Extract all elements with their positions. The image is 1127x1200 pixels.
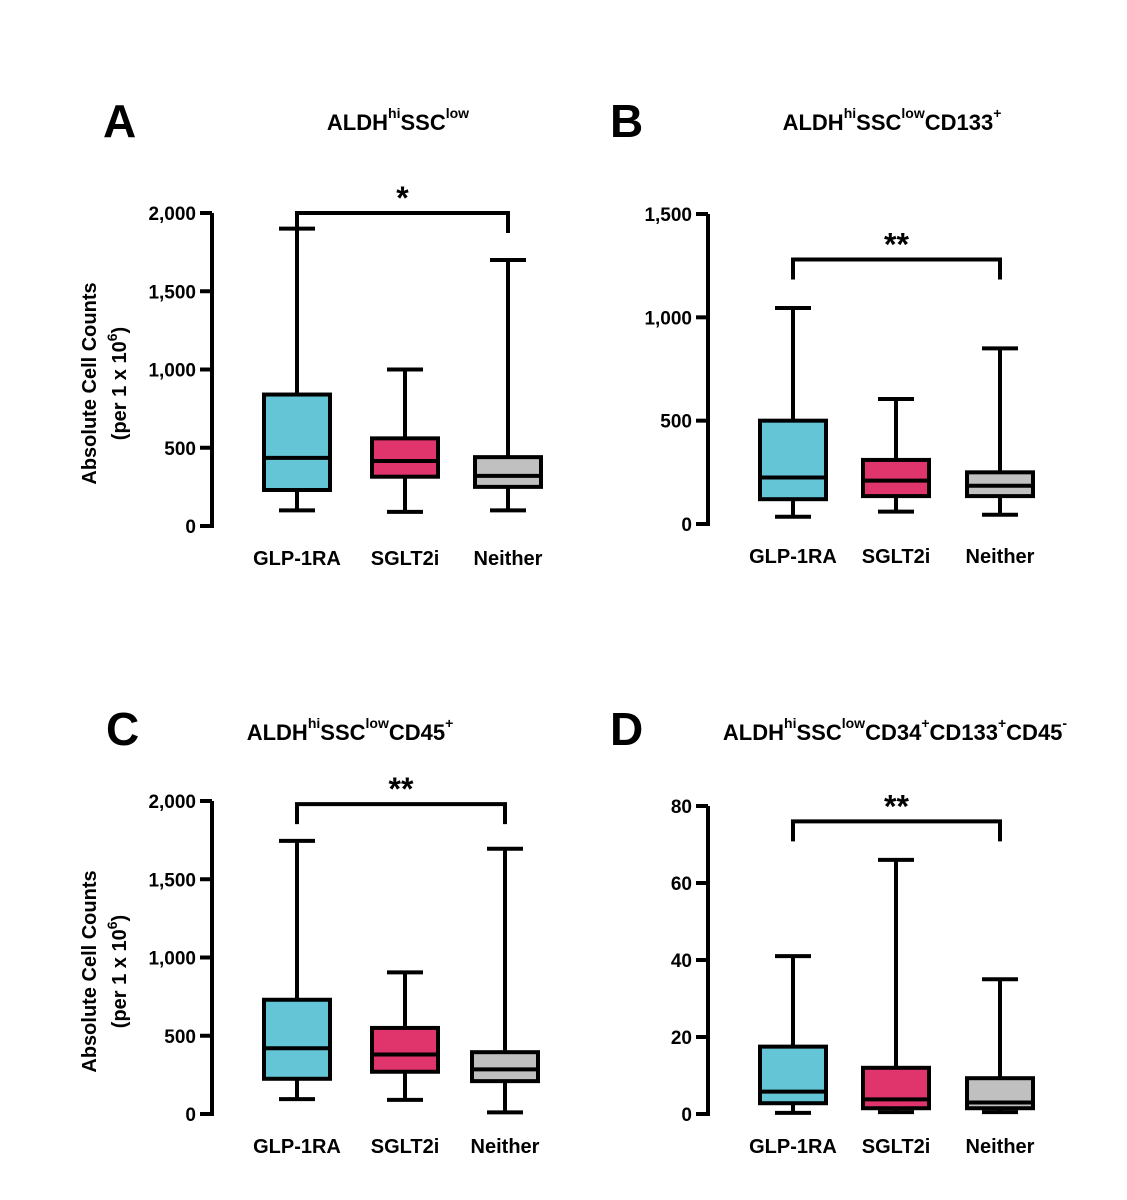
y-tick-label: 500 [164,439,196,460]
box-iqr [861,457,931,499]
y-tick-label: 40 [671,951,692,972]
y-axis-label: Absolute Cell Counts [79,870,101,1072]
panel-letter: D [610,703,643,755]
category-label: SGLT2i [862,546,931,568]
box-neither [965,346,1035,517]
category-label: SGLT2i [371,548,440,570]
box-glp1ra [262,838,332,1102]
significance-label: * [396,180,409,216]
y-tick-label: 1,000 [148,949,196,970]
y-tick-label: 500 [660,412,692,433]
y-tick-label: 500 [164,1027,196,1048]
category-label: GLP-1RA [749,546,837,568]
box-iqr [262,997,332,1081]
category-label: Neither [966,1136,1035,1158]
y-tick-label: 1,500 [644,205,692,226]
box-iqr [758,418,828,502]
box-neither [473,257,543,513]
box-neither [965,977,1035,1115]
box-iqr [758,1044,828,1106]
box-neither [470,846,540,1115]
y-axis-label: (per 1 x 106) [104,915,131,1028]
panel-letter: C [106,703,139,755]
y-tick-label: 0 [681,515,692,536]
panel-d: D ALDHhiSSClowCD34+CD133+CD45- 0 20 40 60 80 GL… [610,703,1067,1158]
box-iqr [470,1050,540,1084]
y-tick-label: 1,500 [148,282,196,303]
box-glp1ra [758,954,828,1115]
category-label: Neither [471,1136,540,1158]
y-tick-label: 0 [185,517,196,538]
box-glp1ra [758,306,828,519]
panel-c: C ALDHhiSSClowCD45+ 0 500 1,000 1,500 2,000 GLP… [79,703,540,1158]
significance-label: ** [884,788,909,824]
y-tick-label: 2,000 [148,204,196,225]
significance-label: ** [884,226,909,262]
significance-label: ** [389,771,414,807]
y-tick-label: 60 [671,874,692,895]
panel-letter: A [103,95,136,147]
category-label: GLP-1RA [253,1136,341,1158]
significance-bracket [791,819,1002,842]
box-sglt2i [861,396,931,514]
y-tick-label: 2,000 [148,792,196,813]
significance-bracket [791,257,1002,280]
category-label: SGLT2i [862,1136,931,1158]
box-glp1ra [262,226,332,513]
box-sglt2i [861,857,931,1115]
box-iqr [861,1065,931,1111]
panel-a: A ALDHhiSSClow 0 500 1,000 1,500 2,000 GLP-1RA S… [79,95,543,570]
panel-b: B ALDHhiSSClowCD133+ 0 500 1,000 1,500 GLP-1RA… [610,95,1035,568]
panel-title: ALDHhiSSClowCD34+CD133+CD45- [723,715,1068,745]
y-tick-label: 1,000 [148,361,196,382]
box-iqr [473,455,543,489]
box-iqr [262,392,332,493]
panel-letter: B [610,95,643,147]
box-iqr [370,1025,440,1074]
y-axis-label: (per 1 x 106) [104,327,131,440]
category-label: GLP-1RA [749,1136,837,1158]
category-label: GLP-1RA [253,548,341,570]
panel-title: ALDHhiSSClowCD133+ [783,105,1002,135]
significance-bracket [295,211,510,233]
panel-title: ALDHhiSSClowCD45+ [247,715,454,745]
y-tick-label: 0 [185,1105,196,1126]
category-label: Neither [474,548,543,570]
significance-bracket [295,802,507,825]
y-tick-label: 80 [671,797,692,818]
box-sglt2i [370,970,440,1102]
box-iqr [370,436,440,479]
y-tick-label: 1,000 [644,308,692,329]
y-tick-label: 1,500 [148,870,196,891]
box-sglt2i [370,367,440,514]
panel-title: ALDHhiSSClow [327,105,469,135]
y-tick-label: 20 [671,1028,692,1049]
category-label: Neither [966,546,1035,568]
category-label: SGLT2i [371,1136,440,1158]
y-tick-label: 0 [681,1105,692,1126]
y-axis-label: Absolute Cell Counts [79,282,101,484]
